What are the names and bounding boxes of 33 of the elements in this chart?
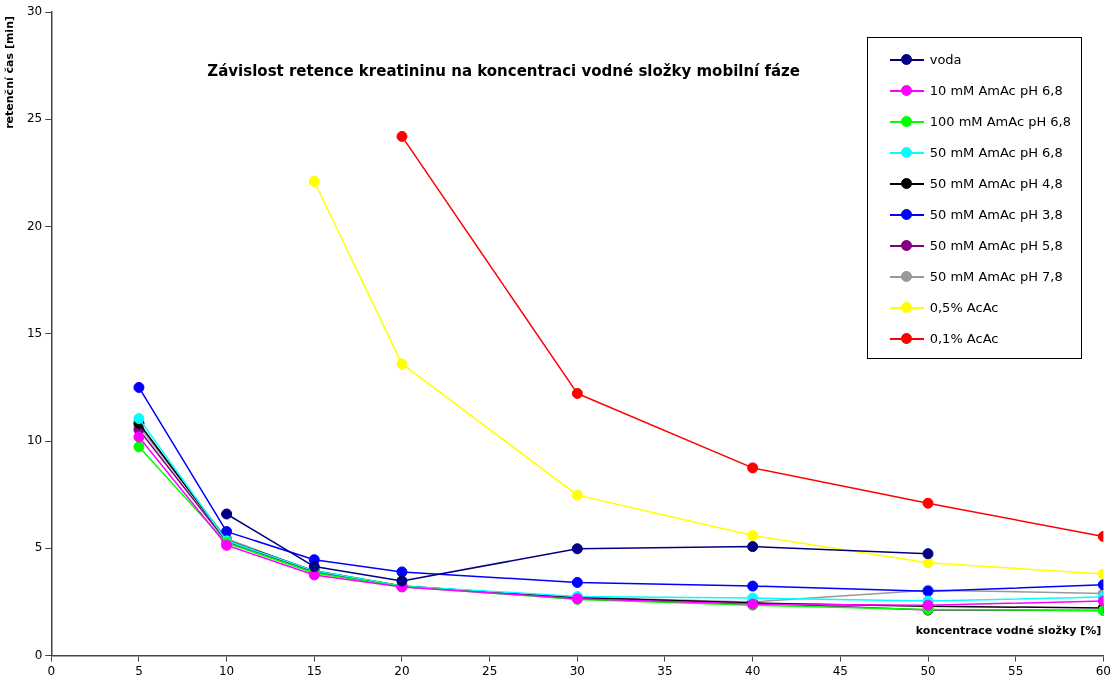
x-tick-label: 20 [394,663,410,678]
y-axis-title: retenční čas [min] [2,16,16,129]
legend-label: 50 mM AmAc pH 7,8 [929,269,1063,284]
text: Závislost retence kreatininu na koncentraci vodné složky mobilní fáze [207,61,801,80]
legend-label: 50 mM AmAc pH 4,8 [929,176,1063,191]
legend-label: 0,5% AcAc [929,300,999,315]
legend-label: 0,1% AcAc [929,331,999,346]
x-tick-label: 15 [306,663,322,678]
x-tick-label: 40 [745,663,761,678]
x-tick-label: 5 [135,663,143,678]
legend-label: 100 mM AmAc pH 6,8 [929,114,1071,129]
x-tick-label: 0 [47,663,56,678]
x-tick-label: 10 [218,663,235,678]
y-tick-label: 25 [26,111,43,126]
x-tick-label: 35 [657,663,673,678]
legend-label: 50 mM AmAc pH 6,8 [929,145,1063,160]
legend-label: voda [929,52,962,67]
x-tick-label: 50 [920,663,936,678]
legend-label: 50 mM AmAc pH 3,8 [929,207,1063,222]
x-tick-label: 45 [832,663,848,678]
y-tick-label: 0 [34,647,43,662]
y-tick-label: 30 [26,4,43,19]
x-tick-label: 60 [1095,663,1112,678]
y-tick-label: 5 [34,540,43,555]
x-axis-title: koncentrace vodné složky [%] [915,624,1102,638]
x-tick-label: 55 [1008,663,1024,678]
x-tick-label: 30 [569,663,585,678]
x-tick-label: 25 [482,663,498,678]
legend-label: 10 mM AmAc pH 6,8 [929,83,1063,98]
y-tick-label: 20 [26,218,43,233]
y-tick-label: 10 [26,433,43,448]
y-tick-label: 15 [26,325,43,340]
legend-label: 50 mM AmAc pH 5,8 [929,238,1063,253]
